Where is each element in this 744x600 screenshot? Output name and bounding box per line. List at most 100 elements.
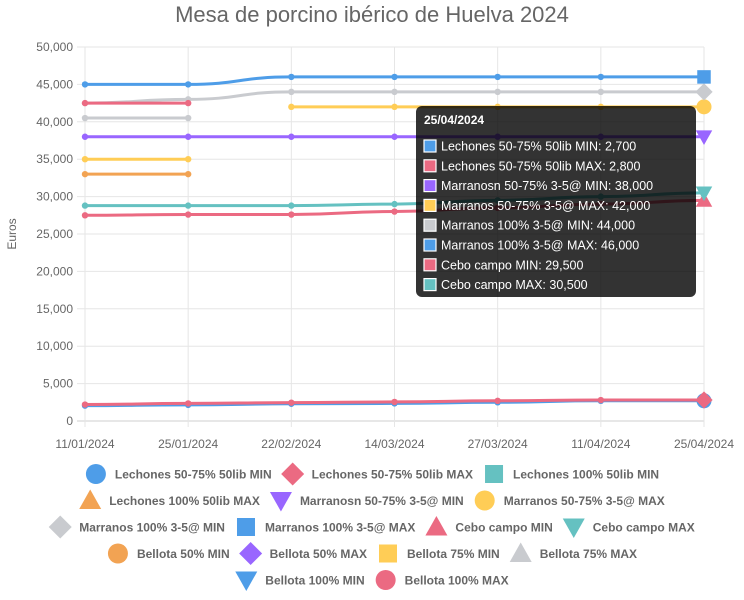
tooltip-box	[416, 106, 696, 297]
tooltip-swatch	[423, 159, 437, 173]
x-tick-label: 14/03/2024	[364, 437, 424, 451]
legend-item-lechones-100-50lib-min[interactable]: Lechones 100% 50lib MIN	[485, 465, 659, 483]
y-tick-label: 35,000	[36, 152, 73, 166]
legend-item-bellota-100-max[interactable]: Bellota 100% MAX	[375, 570, 509, 590]
legend-marker	[485, 465, 504, 483]
legend-item-lechones-50-75-50lib-min[interactable]: Lechones 50-75% 50lib MIN	[85, 464, 272, 484]
data-point	[695, 186, 713, 202]
legend-item-cebo-campo-max[interactable]: Cebo campo MAX	[562, 518, 695, 539]
x-tick-label: 25/04/2024	[674, 437, 734, 451]
data-point	[597, 73, 605, 81]
legend-marker	[107, 543, 128, 564]
tooltip-swatch	[423, 278, 437, 292]
legend-item-marranos-100-3-5-min[interactable]: Marranos 100% 3-5@ MIN	[48, 515, 225, 539]
legend-item-cebo-campo-min[interactable]: Cebo campo MIN	[425, 516, 553, 536]
legend-label: Marranos 100% 3-5@ MIN	[79, 521, 225, 535]
data-point	[494, 73, 501, 81]
data-point	[391, 398, 398, 406]
y-axis-title: Euros	[5, 218, 19, 249]
data-point	[81, 212, 89, 219]
y-tick-label: 30,000	[36, 190, 73, 204]
legend-label: Bellota 100% MAX	[405, 574, 509, 588]
tooltip-item: Marranos 100% 3-5@ MIN: 44,000	[441, 219, 635, 233]
data-point	[184, 99, 192, 107]
data-point	[697, 70, 711, 84]
data-point	[695, 130, 713, 146]
legend-item-marranos-100-3-5-max[interactable]: Marranos 100% 3-5@ MAX	[236, 518, 415, 536]
data-point	[391, 200, 398, 208]
y-tick-label: 40,000	[36, 115, 73, 129]
data-point	[81, 401, 89, 408]
tooltip-item: Lechones 50-75% 50lib MIN: 2,700	[441, 140, 636, 154]
legend-item-bellota-50-max[interactable]: Bellota 50% MAX	[239, 542, 367, 565]
y-tick-label: 10,000	[36, 339, 73, 353]
tooltip-swatch	[423, 258, 437, 272]
series-bellota-75-max	[81, 114, 192, 122]
legend-item-bellota-75-min[interactable]: Bellota 75% MIN	[379, 544, 500, 563]
legend-marker	[425, 516, 448, 536]
legend-marker	[375, 570, 396, 590]
legend-marker	[85, 464, 106, 484]
legend-marker	[474, 490, 495, 511]
legend-marker	[48, 515, 72, 539]
data-point	[597, 88, 605, 96]
legend-label: Lechones 100% 50lib MAX	[109, 494, 260, 508]
data-point	[81, 202, 89, 209]
data-point	[184, 170, 192, 178]
y-tick-label: 0	[66, 414, 73, 428]
legend-item-marranos-50-75-3-5-max[interactable]: Marranos 50-75% 3-5@ MAX	[474, 490, 665, 511]
legend-item-bellota-100-min[interactable]: Bellota 100% MIN	[235, 571, 365, 592]
data-point	[81, 170, 89, 178]
tooltip-swatch	[423, 139, 437, 153]
x-tick-label: 25/01/2024	[158, 437, 218, 451]
grid-lines	[77, 46, 705, 427]
series-bellota-50-min	[81, 170, 192, 178]
data-point	[288, 211, 295, 218]
legend-label: Bellota 50% MIN	[137, 547, 230, 561]
legend-label: Bellota 75% MIN	[407, 547, 500, 561]
data-point	[81, 99, 89, 107]
legend-marker	[235, 571, 258, 591]
legend-marker	[236, 518, 255, 536]
legend-label: Bellota 75% MAX	[540, 547, 637, 561]
legend-marker	[562, 518, 585, 538]
data-point	[695, 83, 713, 101]
tooltip-item: Cebo campo MIN: 29,500	[441, 258, 583, 272]
legend-label: Cebo campo MAX	[593, 521, 695, 535]
y-tick-label: 20,000	[36, 264, 73, 278]
tooltip-swatch	[423, 218, 437, 232]
y-tick-label: 15,000	[36, 302, 73, 316]
legend-item-lechones-100-50lib-max[interactable]: Lechones 100% 50lib MAX	[79, 489, 260, 510]
legend-item-bellota-50-min[interactable]: Bellota 50% MIN	[107, 543, 230, 564]
data-point	[184, 400, 192, 407]
data-point	[695, 391, 713, 409]
tooltip: 25/04/2024 Lechones 50-75% 50lib MIN: 2,7…	[416, 106, 696, 297]
legend-label: Lechones 50-75% 50lib MIN	[115, 468, 272, 482]
tooltip-swatch	[423, 179, 437, 193]
legend-item-bellota-75-max[interactable]: Bellota 75% MAX	[509, 542, 637, 563]
data-point	[288, 202, 295, 209]
legend-marker	[379, 544, 397, 563]
data-point	[391, 133, 398, 140]
legend-marker	[509, 542, 532, 562]
legend-marker	[269, 492, 292, 512]
data-point	[494, 88, 501, 96]
tooltip-item: Marranosn 50-75% 3-5@ MIN: 38,000	[441, 179, 653, 193]
data-point	[81, 156, 89, 163]
series-lechones-50-75-50lib-max	[81, 391, 713, 409]
legend-item-lechones-50-75-50lib-max[interactable]: Lechones 50-75% 50lib MAX	[281, 462, 473, 486]
legend-item-marranosn-50-75-3-5-min[interactable]: Marranosn 50-75% 3-5@ MIN	[269, 492, 464, 512]
y-tick-label: 50,000	[36, 40, 73, 54]
legend-label: Marranosn 50-75% 3-5@ MIN	[300, 494, 464, 508]
data-point	[288, 73, 295, 81]
legend-label: Marranos 100% 3-5@ MAX	[265, 521, 415, 535]
data-point	[494, 397, 501, 405]
tooltip-item: Lechones 50-75% 50lib MAX: 2,800	[441, 159, 640, 173]
legend-label: Lechones 100% 50lib MIN	[513, 468, 659, 482]
legend-marker	[239, 542, 263, 565]
data-point	[391, 73, 398, 81]
series-marranos-100-3-5-max	[81, 70, 711, 88]
y-tick-label: 45,000	[36, 77, 73, 91]
x-tick-label: 11/04/2024	[571, 437, 630, 451]
